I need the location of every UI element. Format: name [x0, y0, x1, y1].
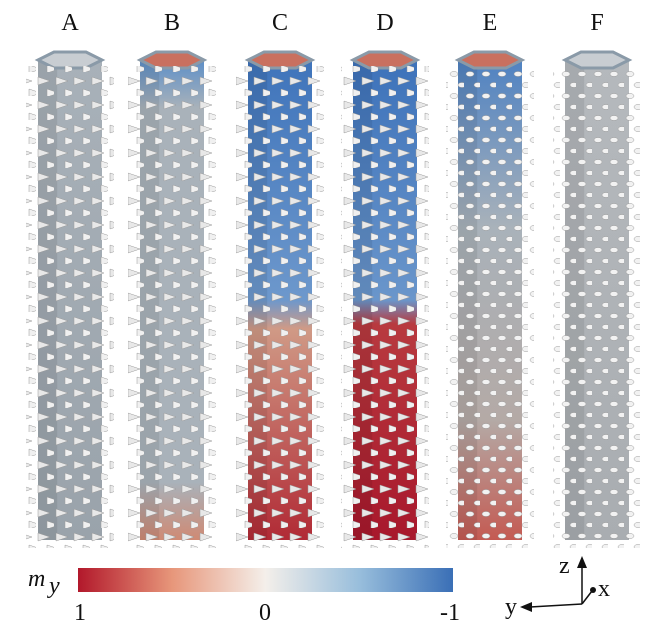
- tube: D: [341, 10, 429, 548]
- tube-cones: [128, 66, 216, 548]
- panel-label: D: [376, 10, 393, 36]
- figure: A B C D E F m y 1 0 -1 z x y: [0, 0, 658, 625]
- colorbar-symbol: m: [28, 566, 45, 592]
- tube-top: [353, 52, 417, 68]
- axis-label: x: [598, 576, 610, 602]
- colorbar-tick: -1: [440, 600, 460, 625]
- tube: F: [553, 10, 641, 548]
- colorbar-subscript: y: [47, 573, 60, 599]
- panel-label: B: [164, 10, 180, 36]
- panel-label: C: [272, 10, 288, 36]
- panel-label: E: [483, 10, 498, 36]
- axis-triad: [520, 556, 596, 612]
- tube-top: [140, 52, 204, 68]
- colorbar-tick: 0: [259, 600, 271, 625]
- axis-label: z: [559, 553, 570, 579]
- tube-top: [38, 52, 102, 68]
- axis-label: y: [505, 594, 517, 620]
- colorbar-tick: 1: [74, 600, 86, 625]
- colorbar: [78, 568, 453, 592]
- tube: B: [128, 10, 216, 548]
- tube-cones: [341, 66, 429, 548]
- panel-label: A: [61, 10, 79, 36]
- tube-cones: [446, 66, 534, 548]
- tube: E: [446, 10, 534, 548]
- tube-cones: [236, 66, 324, 548]
- tube: A: [26, 10, 114, 548]
- tube-top: [248, 52, 312, 68]
- tubes: A B C D E F: [26, 10, 641, 548]
- tube-cones: [26, 66, 114, 548]
- panel-label: F: [590, 10, 603, 36]
- tube-top: [565, 52, 629, 68]
- tube: C: [236, 10, 324, 548]
- tube-top: [458, 52, 522, 68]
- tube-cones: [553, 66, 641, 548]
